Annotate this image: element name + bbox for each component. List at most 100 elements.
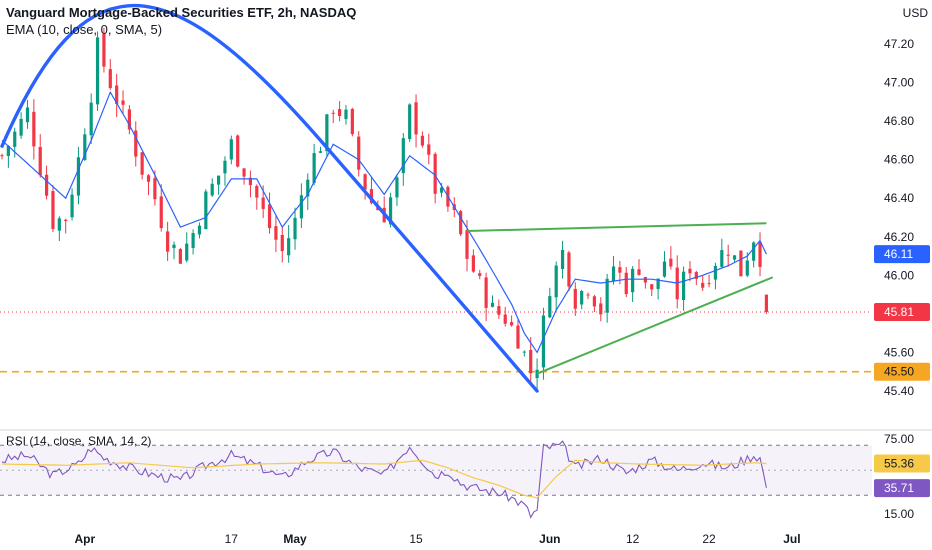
candle-body: [331, 112, 335, 114]
candle-body: [484, 277, 488, 308]
candle-body: [459, 211, 463, 235]
candle-body: [694, 272, 698, 279]
candle-body: [522, 351, 526, 353]
candle-body: [216, 175, 221, 185]
time-tick-label: 17: [225, 532, 239, 546]
candle-body: [408, 104, 412, 140]
candle-body: [159, 196, 163, 229]
candle-body: [197, 225, 202, 235]
candle-body: [38, 146, 42, 176]
candle-body: [752, 242, 756, 261]
upper-trendline: [466, 222, 767, 232]
time-tick-label: Jun: [539, 532, 560, 546]
candle-body: [274, 226, 278, 240]
candle-body: [732, 255, 737, 260]
candle-body: [497, 306, 501, 315]
time-tick-label: May: [283, 532, 307, 546]
price-tick-label: 45.40: [884, 384, 914, 398]
candle-body: [25, 107, 30, 123]
candle-body: [369, 189, 374, 204]
candle-body: [688, 268, 692, 274]
candle-body: [669, 258, 673, 267]
price-tick-label: 47.20: [884, 37, 914, 51]
ema-indicator-label: EMA (10, close, 0, SMA, 5): [6, 22, 163, 37]
price-tag-ema: [874, 245, 930, 264]
candle-body: [560, 249, 565, 270]
candle-body: [503, 314, 507, 324]
candle-body: [267, 204, 272, 229]
candle-body: [516, 325, 520, 349]
candle-body: [44, 174, 49, 196]
rsi-band: [0, 445, 872, 496]
candle-body: [210, 183, 214, 196]
candle-body: [478, 273, 482, 276]
candle-body: [414, 102, 418, 135]
candle-body: [325, 114, 329, 152]
price-tick-label: 47.00: [884, 76, 914, 90]
candle-body: [350, 108, 354, 135]
candle-body: [64, 219, 68, 221]
candle-body: [764, 294, 768, 312]
candle-body: [236, 135, 240, 167]
candle-body: [395, 177, 399, 198]
candle-body: [6, 146, 10, 156]
price-tick-label: 46.80: [884, 114, 914, 128]
candle-body: [433, 153, 437, 194]
candle-body: [261, 197, 265, 209]
time-tick-label: Apr: [74, 532, 95, 546]
candle-body: [656, 278, 660, 289]
price-tag-label: 46.11: [884, 247, 913, 261]
time-tick-label: 22: [702, 532, 716, 546]
candle-body: [739, 250, 743, 277]
price-tag-last: [874, 302, 930, 321]
candle-body: [624, 272, 628, 295]
candle-body: [357, 136, 361, 170]
candle-body: [172, 244, 176, 249]
rsi-indicator-label: RSI (14, close, SMA, 14, 2): [6, 434, 152, 448]
candle-body: [465, 230, 469, 259]
candle-body: [490, 302, 495, 307]
candle-body: [541, 315, 546, 368]
candle-body: [95, 37, 100, 105]
candle-body: [229, 139, 233, 160]
candle-body: [242, 168, 246, 177]
candle-body: [318, 151, 323, 153]
candle-body: [89, 102, 93, 136]
candle-body: [510, 322, 514, 326]
arc-annotation: [0, 4, 539, 393]
rsi-tag-label: 35.71: [884, 481, 914, 495]
candle-body: [439, 187, 444, 193]
currency-label[interactable]: USD: [902, 6, 928, 20]
candle-body: [401, 138, 405, 174]
candle-body: [0, 155, 4, 157]
rsi-tick-label: 75.00: [884, 432, 914, 446]
candle-body: [185, 243, 189, 261]
candle-body: [108, 69, 112, 89]
price-tick-label: 46.60: [884, 153, 914, 167]
candle-body: [51, 191, 55, 229]
candle-body: [707, 283, 711, 285]
candle-body: [312, 153, 316, 184]
candle-body: [388, 197, 393, 225]
candle-body: [631, 268, 635, 293]
candles: [0, 27, 768, 392]
rsi-tag-label: 55.36: [884, 457, 914, 471]
candle-body: [726, 254, 730, 256]
candle-body: [662, 261, 667, 277]
candle-body: [293, 217, 297, 240]
candle-body: [255, 185, 259, 198]
candle-body: [554, 265, 558, 298]
candle-body: [32, 111, 36, 147]
candle-body: [586, 294, 590, 296]
candle-body: [299, 195, 303, 219]
candle-body: [83, 134, 87, 160]
candle-body: [166, 231, 170, 252]
candle-body: [427, 144, 431, 155]
candle-body: [204, 191, 208, 230]
rsi-tick-label: 15.00: [884, 507, 914, 521]
time-tick-label: 15: [409, 532, 423, 546]
candle-body: [102, 34, 106, 67]
candle-body: [611, 266, 616, 282]
price-tick-label: 45.60: [884, 345, 914, 359]
candle-body: [471, 255, 475, 272]
